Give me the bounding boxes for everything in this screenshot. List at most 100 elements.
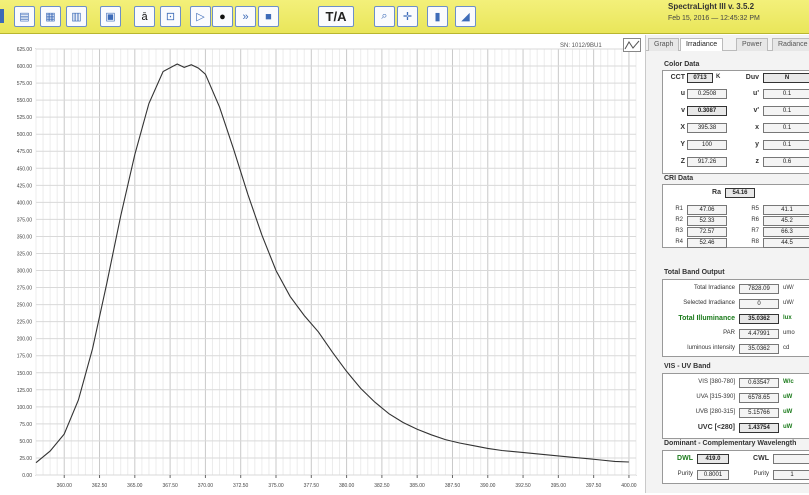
color-value: 0.3087 [687, 106, 727, 116]
uv-band-label: UVA [315-390] [696, 394, 735, 400]
color-label: y [755, 141, 759, 148]
crop-icon[interactable]: ⊡ [160, 6, 181, 27]
dwl-label: DWL [677, 455, 693, 462]
uv-band-title: VIS - UV Band [664, 363, 711, 370]
cri-value: 45.2 [763, 216, 809, 226]
series-name: SN: 1012/9BU1 [560, 43, 602, 49]
total-band-value: 35.0362 [739, 344, 779, 354]
y-tick-label: 600.00 [17, 64, 33, 70]
cri-data-title: CRI Data [664, 175, 694, 182]
color-label: v' [753, 107, 759, 114]
total-band-unit: uW/ [783, 300, 794, 306]
x-tick-label: 385.00 [410, 483, 426, 489]
total-band-label: Selected Irradiance [683, 300, 735, 306]
forward-icon[interactable]: » [235, 6, 256, 27]
dominant-title: Dominant - Complementary Wavelength [664, 440, 797, 447]
panel-tabs: Graph Irradiance Power Radiance [646, 35, 809, 51]
grid-icon[interactable]: ▦ [40, 6, 61, 27]
y-tick-label: 375.00 [17, 217, 33, 223]
cri-label: R7 [751, 228, 759, 234]
area-chart-icon[interactable]: ◢ [455, 6, 476, 27]
cct-value: 0713 [687, 73, 713, 83]
x-tick-label: 382.50 [374, 483, 390, 489]
tab-power[interactable]: Power [736, 38, 768, 51]
x-tick-label: 365.00 [127, 483, 143, 489]
color-data-section: CCT 0713 K Duv N u 0.2508 v 0.3087 X 395.38 Y 1… [662, 70, 809, 174]
plot-area [35, 48, 637, 476]
color-label: Y [680, 141, 685, 148]
cri-label: R3 [675, 228, 683, 234]
total-band-unit: uW/ [783, 285, 794, 291]
crosshair-icon[interactable]: ✛ [397, 6, 418, 27]
cri-label: R2 [675, 217, 683, 223]
uv-band-unit: uW [783, 409, 793, 415]
y-tick-label: 250.00 [17, 303, 33, 309]
stop-icon[interactable]: ■ [258, 6, 279, 27]
play-icon[interactable]: ▷ [190, 6, 211, 27]
cri-label: R5 [751, 206, 759, 212]
app-date: Feb 15, 2016 — 12:45:32 PM [668, 15, 760, 22]
chart-svg[interactable]: 0.00 25.00 50.00 75.00 100.00 125.00 150.00 175… [0, 35, 645, 493]
uv-band-unit: W/c [783, 379, 794, 385]
uv-band-unit: uW [783, 424, 793, 430]
zoom-icon[interactable]: ⌕ [374, 6, 395, 27]
uv-band-label: VIS [380-780] [698, 379, 735, 385]
color-label: x [755, 124, 759, 131]
record-icon[interactable]: ● [212, 6, 233, 27]
tab-irradiance[interactable]: Irradiance [680, 38, 724, 51]
color-value: 395.38 [687, 123, 727, 133]
total-band-value: 7828.09 [739, 284, 779, 294]
y-tick-label: 300.00 [17, 269, 33, 275]
ra-value: 54.16 [725, 188, 755, 198]
cri-value: 52.33 [687, 216, 727, 226]
tab-graph[interactable]: Graph [648, 38, 680, 51]
cri-label: R8 [751, 239, 759, 245]
toolbar: ▤ ▦ ▥ ▣ ā ⊡ ▷ ● » ■ T/A ⌕ ✛ ▮ ◢ SpectraL… [0, 0, 809, 34]
list-icon[interactable]: ▣ [100, 6, 121, 27]
y-tick-label: 625.00 [17, 47, 33, 53]
calendar-icon[interactable]: ▥ [66, 6, 87, 27]
text-a-icon[interactable]: ā [134, 6, 155, 27]
color-label: Z [680, 158, 685, 165]
dominant-section: DWL 419.0 CWL Purity 0.8001 Purity 1 [662, 450, 809, 484]
spectrum-chart[interactable]: 0.00 25.00 50.00 75.00 100.00 125.00 150.00 175… [0, 35, 645, 493]
y-tick-label: 550.00 [17, 98, 33, 104]
y-tick-label: 25.00 [19, 456, 32, 462]
y-tick-label: 275.00 [17, 286, 33, 292]
uv-band-value: 0.63547 [739, 378, 779, 388]
total-band-label: Total Illuminance [678, 315, 735, 322]
ra-label: Ra [712, 189, 721, 196]
x-tick-label: 390.00 [480, 483, 496, 489]
y-tick-label: 225.00 [17, 320, 33, 326]
color-label: z [755, 158, 760, 165]
bar-chart-icon[interactable]: ▮ [427, 6, 448, 27]
uv-band-label: UVB [280-315] [695, 409, 735, 415]
color-value: 0.1 [763, 123, 809, 133]
app-title: SpectraLight III v. 3.5.2 [668, 2, 755, 11]
y-tick-label: 175.00 [17, 354, 33, 360]
y-tick-label: 50.00 [19, 439, 32, 445]
purity-label: Purity [677, 471, 693, 477]
duv-value: N [763, 73, 809, 83]
y-tick-label: 150.00 [17, 371, 33, 377]
cri-data-section: Ra 54.16 R1 47.06 R2 52.33 R3 72.57 R4 52.46 R5 4… [662, 184, 809, 248]
waveform-toggle-icon[interactable] [623, 38, 641, 52]
x-tick-label: 377.50 [304, 483, 320, 489]
total-band-unit: lux [783, 315, 792, 321]
tab-radiance[interactable]: Radiance [772, 38, 809, 51]
ta-button[interactable]: T/A [318, 6, 354, 27]
y-tick-label: 475.00 [17, 149, 33, 155]
total-band-unit: cd [783, 345, 790, 351]
y-tick-label: 100.00 [17, 405, 33, 411]
x-tick-label: 375.00 [268, 483, 284, 489]
cri-value: 72.57 [687, 227, 727, 237]
total-band-label: Total Irradiance [693, 285, 735, 291]
total-band-value: 4.47991 [739, 329, 779, 339]
y-tick-label: 75.00 [19, 422, 32, 428]
cri-value: 41.1 [763, 205, 809, 215]
color-value: 0.6 [763, 157, 809, 167]
table-icon[interactable]: ▤ [14, 6, 35, 27]
y-tick-label: 200.00 [17, 337, 33, 343]
cri-value: 44.5 [763, 238, 809, 248]
color-label: v [681, 107, 685, 114]
